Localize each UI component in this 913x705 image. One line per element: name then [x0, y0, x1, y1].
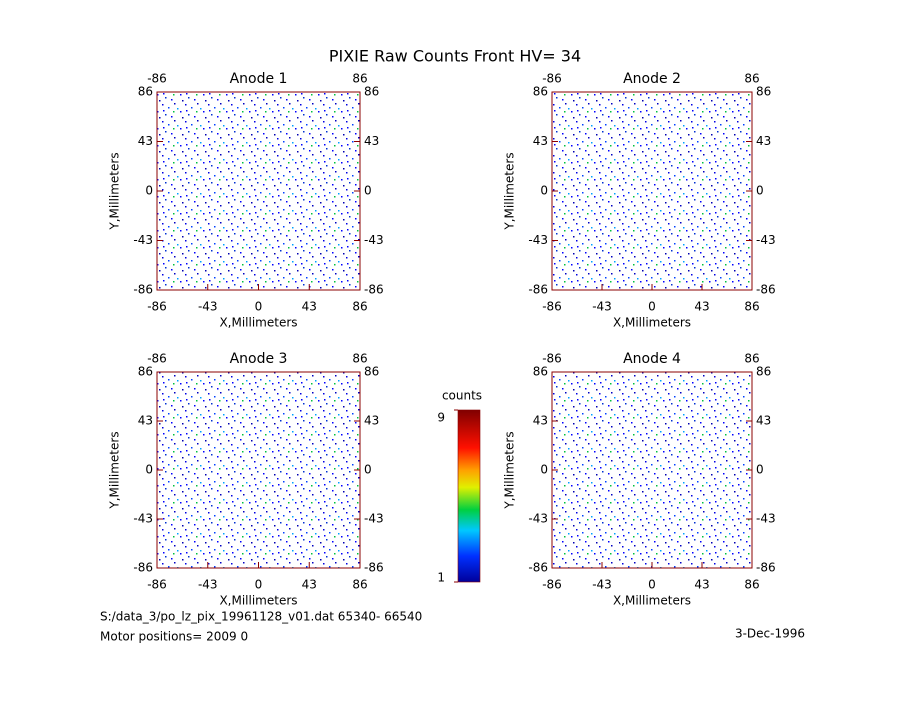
x-tick-label: -86	[147, 578, 167, 592]
x-tick-label: 86	[744, 300, 759, 314]
y-tick-label: -86	[528, 561, 548, 575]
x-tick-label: 0	[648, 578, 656, 592]
y-tick-label: 86	[138, 365, 153, 379]
colorbar-tick-label: 9	[437, 411, 445, 425]
y-tick-label: 43	[138, 414, 153, 428]
image	[157, 372, 360, 568]
y-tick-label: -43	[133, 512, 153, 526]
y-tick-label: 0	[145, 463, 153, 477]
y-tick-label: -43	[528, 512, 548, 526]
x-tick-label: -86	[147, 300, 167, 314]
x2-tick-label: 86	[744, 72, 759, 86]
y-tick-label: -86	[133, 283, 153, 297]
y2-tick-label: 0	[756, 463, 764, 477]
x-tick-label: 86	[744, 578, 759, 592]
y-tick-label: 43	[533, 134, 548, 148]
x-tick-label: 0	[648, 300, 656, 314]
x-tick-label: 43	[302, 578, 317, 592]
image	[552, 372, 752, 568]
y2-tick-label: 86	[364, 365, 379, 379]
x2-tick-label: 86	[352, 352, 367, 366]
y2-tick-label: 86	[756, 85, 771, 99]
y-tick-label: -86	[133, 561, 153, 575]
x-tick-label: 43	[694, 300, 709, 314]
x-tick-label: -43	[592, 578, 612, 592]
image	[552, 92, 752, 290]
y-tick-label: 86	[138, 85, 153, 99]
x-tick-label: 86	[352, 300, 367, 314]
footer-date: 3-Dec-1996	[735, 627, 805, 641]
x2-tick-label: 86	[352, 72, 367, 86]
y2-tick-label: 0	[364, 184, 372, 198]
y-tick-label: -86	[528, 283, 548, 297]
y-axis-label: Y,Millimeters	[503, 431, 517, 509]
y2-tick-label: 43	[756, 134, 771, 148]
y2-tick-label: -86	[364, 561, 384, 575]
y2-tick-label: 0	[756, 184, 764, 198]
y2-tick-label: 43	[364, 134, 379, 148]
figure-title: PIXIE Raw Counts Front HV= 34	[329, 47, 581, 66]
x-tick-label: 86	[352, 578, 367, 592]
y-axis-label: Y,Millimeters	[108, 152, 122, 230]
y2-tick-label: 0	[364, 463, 372, 477]
x-axis-label: X,Millimeters	[613, 316, 691, 330]
y2-tick-label: 43	[756, 414, 771, 428]
y2-tick-label: -86	[364, 283, 384, 297]
y-tick-label: -43	[528, 233, 548, 247]
y2-tick-label: 43	[364, 414, 379, 428]
x-tick-label: 0	[255, 578, 263, 592]
panel-title: Anode 3	[230, 351, 288, 367]
y-tick-label: 0	[540, 463, 548, 477]
x-tick-label: 0	[255, 300, 263, 314]
x-tick-label: -43	[198, 300, 218, 314]
x-tick-label: 43	[694, 578, 709, 592]
image	[157, 92, 360, 290]
x-tick-label: -86	[542, 300, 562, 314]
colorbar-label: counts	[442, 389, 482, 403]
y2-tick-label: 86	[756, 365, 771, 379]
x-tick-label: -43	[198, 578, 218, 592]
y-tick-label: 86	[533, 85, 548, 99]
panel-title: Anode 2	[623, 71, 681, 87]
y2-tick-label: 86	[364, 85, 379, 99]
y-tick-label: -43	[133, 233, 153, 247]
x-axis-label: X,Millimeters	[219, 316, 297, 330]
y-tick-label: 0	[145, 184, 153, 198]
y2-tick-label: -43	[756, 233, 776, 247]
x-tick-label: -86	[542, 578, 562, 592]
y-axis-label: Y,Millimeters	[108, 431, 122, 509]
x-axis-label: X,Millimeters	[613, 594, 691, 608]
y-tick-label: 43	[533, 414, 548, 428]
y-axis-label: Y,Millimeters	[503, 152, 517, 230]
x2-tick-label: -86	[147, 72, 167, 86]
x-tick-label: -43	[592, 300, 612, 314]
y2-tick-label: -43	[364, 233, 384, 247]
y-tick-label: 43	[138, 134, 153, 148]
x-tick-label: 43	[302, 300, 317, 314]
y-tick-label: 86	[533, 365, 548, 379]
x2-tick-label: -86	[542, 352, 562, 366]
y2-tick-label: -43	[364, 512, 384, 526]
x2-tick-label: -86	[542, 72, 562, 86]
colorbar-tick-label: 1	[437, 571, 445, 585]
footer-file: S:/data_3/po_lz_pix_19961128_v01.dat 653…	[100, 610, 422, 624]
x2-tick-label: 86	[744, 352, 759, 366]
x-axis-label: X,Millimeters	[219, 594, 297, 608]
footer-motor: Motor positions= 2009 0	[100, 630, 248, 644]
colorbar-frame	[457, 409, 481, 583]
y2-tick-label: -86	[756, 283, 776, 297]
colorbar	[458, 410, 480, 582]
y-tick-label: 0	[540, 184, 548, 198]
panel-title: Anode 4	[623, 351, 681, 367]
y2-tick-label: -86	[756, 561, 776, 575]
x2-tick-label: -86	[147, 352, 167, 366]
y2-tick-label: -43	[756, 512, 776, 526]
panel-title: Anode 1	[230, 71, 288, 87]
